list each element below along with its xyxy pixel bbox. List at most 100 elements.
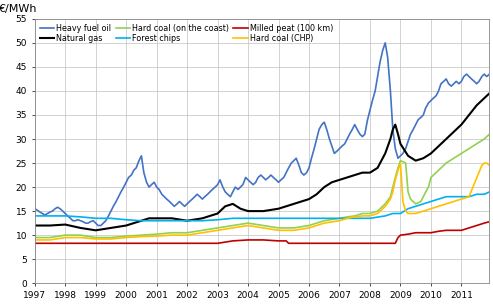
Hard coal (CHP) xyxy=(123,236,129,239)
Natural gas xyxy=(466,113,472,117)
Hard coal (on the coast) xyxy=(403,161,409,165)
Milled peat (100 km) xyxy=(392,241,398,245)
Hard coal (CHP) xyxy=(487,164,493,167)
Hard coal (on the coast) xyxy=(230,224,236,227)
Hard coal (CHP) xyxy=(405,212,411,215)
Forest chips xyxy=(245,216,251,220)
Milled peat (100 km) xyxy=(352,241,358,245)
Milled peat (100 km) xyxy=(451,229,457,232)
Milled peat (100 km) xyxy=(245,238,251,242)
Milled peat (100 km) xyxy=(367,241,373,245)
Hard coal (on the coast) xyxy=(408,197,414,201)
Line: Hard coal (on the coast): Hard coal (on the coast) xyxy=(35,134,490,237)
Forest chips xyxy=(108,216,114,220)
Forest chips xyxy=(276,216,282,220)
Hard coal (on the coast) xyxy=(382,202,388,206)
Hard coal (CHP) xyxy=(390,190,396,194)
Text: €/MWh: €/MWh xyxy=(0,4,37,14)
Milled peat (100 km) xyxy=(397,233,403,237)
Milled peat (100 km) xyxy=(405,232,411,236)
Hard coal (CHP) xyxy=(367,214,373,218)
Forest chips xyxy=(230,216,236,220)
Forest chips xyxy=(32,214,37,218)
Forest chips xyxy=(214,218,220,222)
Hard coal (on the coast) xyxy=(466,147,472,150)
Hard coal (CHP) xyxy=(382,205,388,208)
Hard coal (on the coast) xyxy=(458,152,464,155)
Hard coal (CHP) xyxy=(154,234,160,238)
Milled peat (100 km) xyxy=(169,241,175,245)
Heavy fuel oil xyxy=(382,41,388,45)
Forest chips xyxy=(291,216,297,220)
Heavy fuel oil xyxy=(487,72,493,76)
Hard coal (CHP) xyxy=(413,212,419,215)
Milled peat (100 km) xyxy=(283,239,289,243)
Hard coal (on the coast) xyxy=(77,233,83,237)
Milled peat (100 km) xyxy=(487,220,493,223)
Hard coal (CHP) xyxy=(321,221,327,225)
Forest chips xyxy=(169,219,175,223)
Hard coal (CHP) xyxy=(443,202,449,206)
Hard coal (on the coast) xyxy=(436,168,442,172)
Hard coal (CHP) xyxy=(466,195,472,199)
Hard coal (CHP) xyxy=(337,219,343,223)
Forest chips xyxy=(62,214,68,218)
Milled peat (100 km) xyxy=(47,241,53,245)
Hard coal (on the coast) xyxy=(108,236,114,239)
Hard coal (on the coast) xyxy=(421,195,426,199)
Milled peat (100 km) xyxy=(321,241,327,245)
Natural gas xyxy=(367,171,373,174)
Hard coal (CHP) xyxy=(421,209,426,213)
Legend: Heavy fuel oil, Natural gas, Hard coal (on the coast), Forest chips, Milled peat: Heavy fuel oil, Natural gas, Hard coal (… xyxy=(39,23,335,44)
Hard coal (CHP) xyxy=(375,212,381,215)
Forest chips xyxy=(487,190,493,194)
Milled peat (100 km) xyxy=(32,241,37,245)
Hard coal (on the coast) xyxy=(123,234,129,238)
Hard coal (CHP) xyxy=(359,214,365,218)
Milled peat (100 km) xyxy=(421,231,426,235)
Hard coal (on the coast) xyxy=(474,142,480,146)
Milled peat (100 km) xyxy=(443,229,449,232)
Hard coal (on the coast) xyxy=(199,229,205,232)
Hard coal (CHP) xyxy=(47,238,53,242)
Milled peat (100 km) xyxy=(428,231,434,235)
Milled peat (100 km) xyxy=(413,231,419,235)
Hard coal (CHP) xyxy=(352,215,358,219)
Forest chips xyxy=(337,216,343,220)
Hard coal (on the coast) xyxy=(306,224,312,227)
Hard coal (CHP) xyxy=(392,178,398,182)
Forest chips xyxy=(390,212,396,215)
Hard coal (on the coast) xyxy=(481,137,487,141)
Line: Hard coal (CHP): Hard coal (CHP) xyxy=(35,163,490,240)
Natural gas xyxy=(32,224,37,227)
Heavy fuel oil xyxy=(476,80,482,83)
Hard coal (CHP) xyxy=(291,229,297,232)
Hard coal (CHP) xyxy=(93,237,99,241)
Milled peat (100 km) xyxy=(77,241,83,245)
Natural gas xyxy=(108,226,114,230)
Milled peat (100 km) xyxy=(291,241,297,245)
Hard coal (CHP) xyxy=(199,231,205,235)
Hard coal (CHP) xyxy=(139,235,144,238)
Hard coal (CHP) xyxy=(108,237,114,241)
Forest chips xyxy=(451,195,457,199)
Milled peat (100 km) xyxy=(395,236,401,239)
Hard coal (on the coast) xyxy=(260,224,266,227)
Hard coal (on the coast) xyxy=(390,185,396,189)
Heavy fuel oil xyxy=(39,212,45,215)
Milled peat (100 km) xyxy=(481,221,487,225)
Milled peat (100 km) xyxy=(123,241,129,245)
Hard coal (on the coast) xyxy=(169,231,175,235)
Milled peat (100 km) xyxy=(436,230,442,233)
Forest chips xyxy=(397,212,403,215)
Forest chips xyxy=(436,197,442,201)
Hard coal (CHP) xyxy=(32,238,37,242)
Hard coal (CHP) xyxy=(403,209,409,213)
Forest chips xyxy=(93,216,99,220)
Milled peat (100 km) xyxy=(108,241,114,245)
Hard coal (on the coast) xyxy=(443,161,449,165)
Hard coal (on the coast) xyxy=(276,226,282,230)
Forest chips xyxy=(458,195,464,199)
Hard coal (on the coast) xyxy=(487,132,493,136)
Hard coal (CHP) xyxy=(428,207,434,211)
